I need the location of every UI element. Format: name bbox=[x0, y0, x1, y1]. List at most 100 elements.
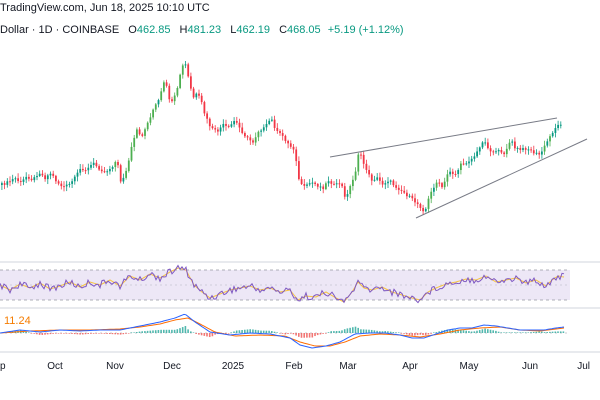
macd-histogram-bar bbox=[527, 332, 530, 333]
macd-histogram-bar bbox=[133, 332, 135, 333]
macd-histogram-bar bbox=[33, 333, 35, 334]
ohlc-high: H481.23 bbox=[180, 24, 222, 36]
macd-histogram-bar bbox=[289, 333, 292, 334]
candle-body bbox=[368, 169, 370, 175]
macd-histogram-bar bbox=[562, 331, 565, 333]
candle-body bbox=[360, 154, 362, 156]
macd-pane[interactable] bbox=[0, 313, 570, 349]
candle-body bbox=[222, 123, 225, 128]
candle-body bbox=[179, 74, 181, 88]
macd-histogram-bar bbox=[325, 333, 327, 334]
macd-histogram-bar bbox=[63, 333, 65, 334]
macd-histogram-bar bbox=[554, 331, 557, 333]
macd-histogram-bar bbox=[468, 331, 470, 333]
time-axis-label: 2025 bbox=[222, 361, 245, 372]
candle-body bbox=[500, 150, 503, 153]
candle-body bbox=[76, 172, 79, 177]
macd-histogram-bar bbox=[38, 333, 41, 335]
macd-histogram-bar bbox=[198, 333, 200, 335]
macd-histogram-bar bbox=[249, 329, 251, 333]
macd-histogram-bar bbox=[492, 330, 494, 333]
candle-body bbox=[470, 158, 473, 162]
trendline-layer[interactable] bbox=[329, 117, 588, 219]
time-axis-label: Jun bbox=[522, 361, 538, 372]
high-label: H bbox=[179, 24, 188, 36]
macd-histogram-bar bbox=[165, 329, 168, 333]
macd-histogram-bar bbox=[187, 329, 189, 333]
candle-body bbox=[379, 177, 381, 181]
candle-body bbox=[370, 174, 373, 181]
macd-histogram-bar bbox=[433, 332, 435, 333]
macd-histogram-bar bbox=[352, 327, 354, 333]
candle-body bbox=[60, 183, 63, 187]
macd-histogram-bar bbox=[476, 330, 478, 333]
candle-body bbox=[200, 95, 203, 103]
macd-histogram-bar bbox=[389, 331, 392, 333]
macd-histogram-bar bbox=[173, 329, 176, 333]
macd-line bbox=[0, 313, 565, 349]
macd-histogram-bar bbox=[28, 332, 30, 333]
candle-body bbox=[384, 183, 387, 185]
rsi-pane[interactable] bbox=[0, 264, 570, 304]
candle-body bbox=[36, 176, 38, 178]
candle-body bbox=[349, 186, 352, 195]
candle-body bbox=[298, 161, 300, 180]
candle-body bbox=[430, 191, 433, 199]
candle-body bbox=[87, 167, 90, 171]
candle-body bbox=[341, 183, 343, 187]
rsi-line bbox=[0, 264, 565, 304]
price-change: +5.19 (+1.12%) bbox=[327, 24, 404, 36]
candle-body bbox=[327, 181, 330, 184]
macd-histogram-bar bbox=[36, 333, 38, 335]
candle-body bbox=[181, 65, 184, 75]
macd-histogram-bar bbox=[478, 330, 481, 333]
candle-body bbox=[235, 121, 238, 123]
symbol-info-line[interactable]: Dollar · 1D · COINBASE O462.85 H481.23 L… bbox=[0, 24, 404, 36]
candle-body bbox=[468, 161, 470, 164]
candle-body bbox=[71, 181, 73, 184]
price-pane[interactable] bbox=[1, 60, 562, 215]
candle-body bbox=[303, 184, 306, 186]
candle-body bbox=[38, 173, 41, 177]
macd-histogram-bar bbox=[82, 333, 84, 335]
open-label: O bbox=[128, 24, 137, 36]
candle-body bbox=[511, 141, 514, 143]
macd-histogram-bar bbox=[368, 329, 370, 333]
candle-body bbox=[230, 124, 233, 127]
macd-histogram-bar bbox=[200, 333, 203, 336]
candle-body bbox=[52, 173, 55, 176]
macd-histogram-bar bbox=[538, 331, 540, 333]
macd-histogram-bar bbox=[551, 331, 554, 333]
macd-histogram-bar bbox=[379, 331, 381, 333]
candle-body bbox=[192, 88, 195, 98]
candle-body bbox=[316, 184, 319, 187]
macd-histogram-bar bbox=[211, 333, 214, 337]
candle-body bbox=[295, 149, 298, 162]
macd-histogram-bar bbox=[362, 329, 365, 333]
time-axis-label: Apr bbox=[402, 361, 418, 372]
candle-body bbox=[492, 151, 495, 153]
macd-histogram-bar bbox=[522, 332, 524, 333]
macd-histogram-bar bbox=[146, 330, 149, 333]
candle-body bbox=[338, 183, 341, 185]
macd-histogram-bar bbox=[233, 331, 235, 333]
macd-histogram-bar bbox=[262, 330, 265, 333]
macd-histogram-bar bbox=[387, 331, 389, 333]
candle-body bbox=[254, 137, 257, 143]
macd-histogram-bar bbox=[438, 331, 440, 333]
candle-body bbox=[149, 117, 152, 123]
candle-body bbox=[389, 180, 392, 182]
macd-histogram-bar bbox=[338, 330, 341, 333]
macd-histogram-bar bbox=[190, 331, 192, 333]
macd-histogram-bar bbox=[160, 329, 162, 333]
candle-body bbox=[225, 123, 227, 126]
macd-histogram-bar bbox=[319, 333, 322, 335]
candle-body bbox=[281, 133, 284, 136]
candle-body bbox=[246, 136, 249, 138]
symbol-name[interactable]: Dollar · 1D · COINBASE bbox=[0, 24, 120, 36]
trendline bbox=[415, 138, 588, 219]
macd-histogram-bar bbox=[184, 326, 187, 333]
macd-histogram-bar bbox=[519, 332, 521, 333]
